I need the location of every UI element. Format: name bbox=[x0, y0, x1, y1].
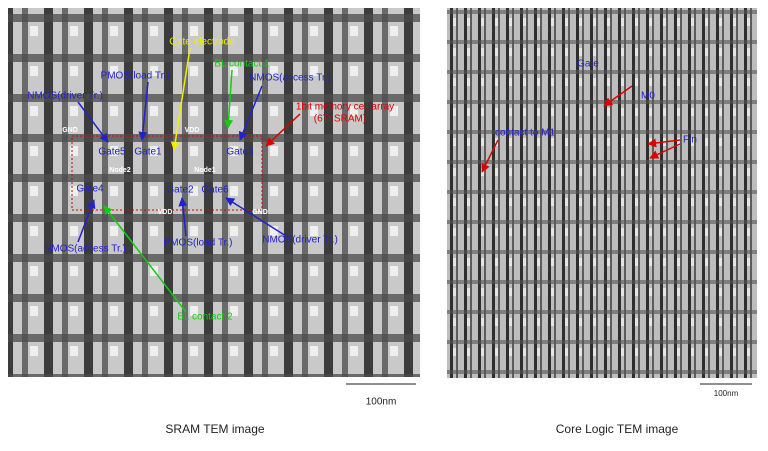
annotation: Gate1 bbox=[134, 147, 162, 158]
annotation: contact to M1 bbox=[495, 128, 555, 139]
arrows bbox=[77, 47, 681, 313]
annotation: VDD bbox=[185, 127, 200, 134]
annotation: PMOS(load Tr.) bbox=[164, 238, 233, 249]
annotation: Fin bbox=[683, 135, 697, 146]
annotation: (6Tr.SRAM) bbox=[314, 114, 366, 125]
annotation: NMOS(driver Tr.) bbox=[262, 235, 338, 246]
annotation: BL contact 1 bbox=[214, 59, 270, 70]
annotation: Gate electrode bbox=[169, 37, 235, 48]
annotation: PMOS(load Tr.) bbox=[101, 71, 170, 82]
annotation: Gate3 bbox=[226, 147, 254, 158]
logic-tem-image bbox=[447, 8, 757, 378]
annotation: M0 bbox=[641, 91, 655, 102]
annotation: NMOS(access Tr.) bbox=[44, 244, 126, 255]
annotation: Gate2 bbox=[166, 185, 194, 196]
annotation: GND bbox=[62, 127, 78, 134]
annotation: Node2 bbox=[109, 167, 131, 174]
annotation: VDD bbox=[158, 209, 173, 216]
caption: Core Logic TEM image bbox=[556, 422, 679, 436]
annotation: Gate4 bbox=[76, 184, 104, 195]
annotation: GND bbox=[252, 209, 268, 216]
annotation: Gate6 bbox=[201, 185, 229, 196]
scale-label: 100nm bbox=[714, 389, 739, 398]
scale-label: 100nm bbox=[366, 397, 397, 408]
annotation: Gate bbox=[577, 59, 599, 70]
sram-tem-image bbox=[8, 8, 420, 377]
annotation: Node1 bbox=[194, 167, 216, 174]
annotation: 1bit memory cell array bbox=[296, 102, 394, 113]
annotation: NMOS(access Tr.) bbox=[249, 73, 331, 84]
annotation: NMOS(driver Tr.) bbox=[27, 91, 103, 102]
caption: SRAM TEM image bbox=[165, 422, 264, 436]
annotation: Gate5 bbox=[98, 147, 126, 158]
annotation: BL contact 2 bbox=[177, 312, 233, 323]
